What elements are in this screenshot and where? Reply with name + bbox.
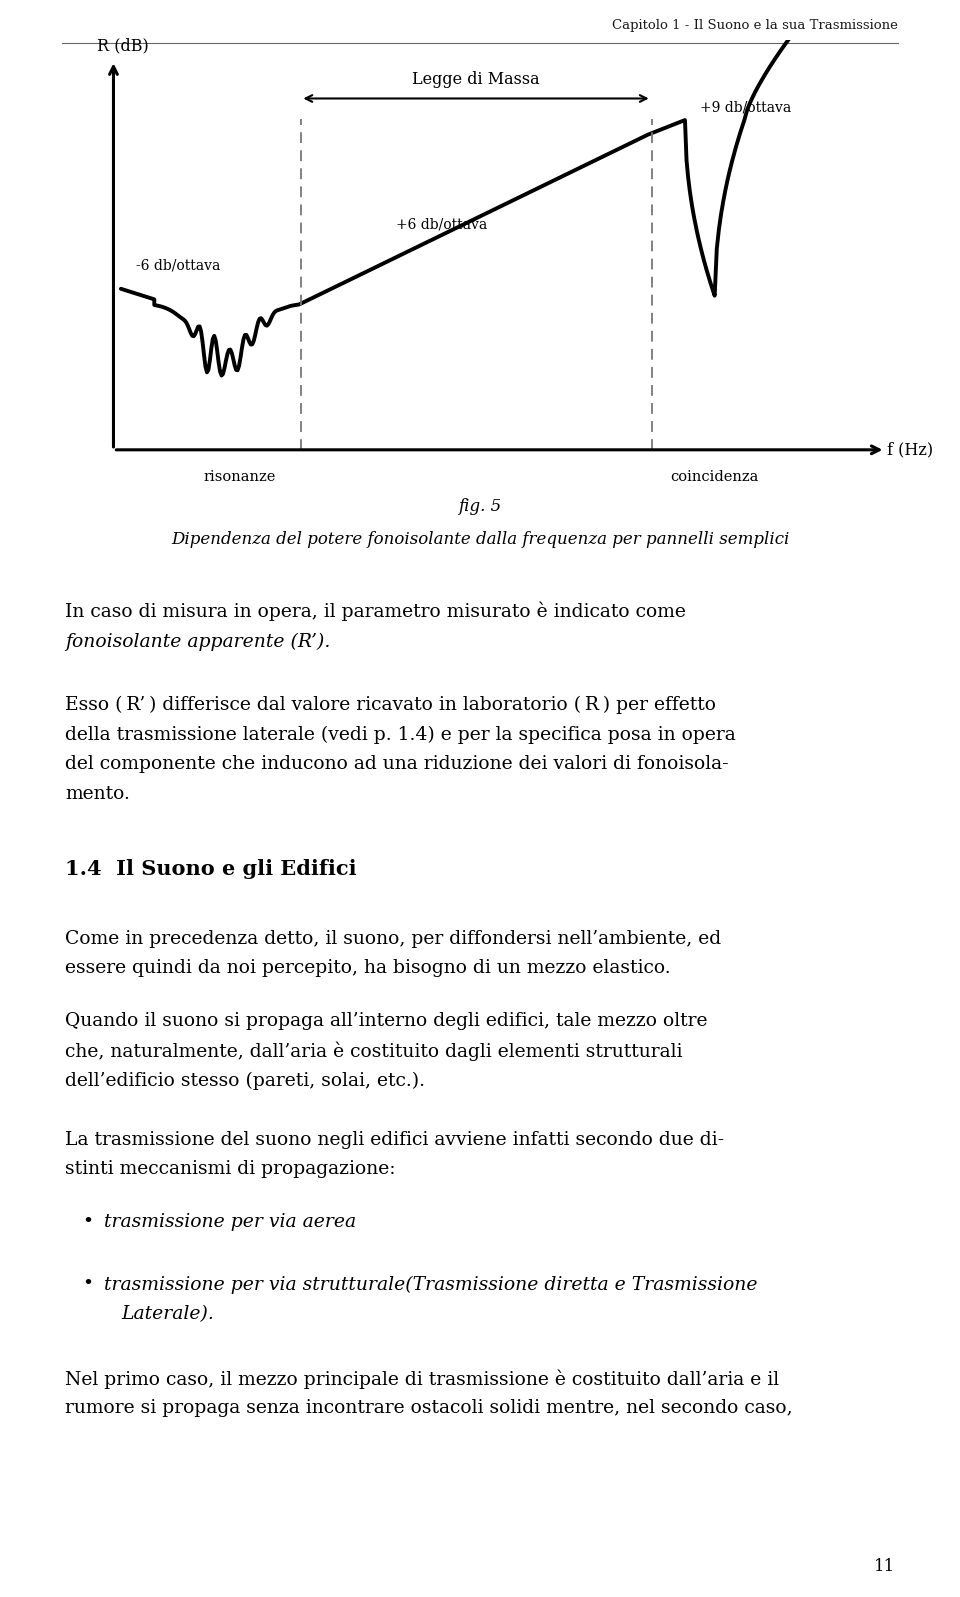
Text: Come in precedenza detto, il suono, per diffondersi nell’ambiente, ed: Come in precedenza detto, il suono, per … (65, 929, 721, 947)
Text: che, naturalmente, dall’aria è costituito dagli elementi strutturali: che, naturalmente, dall’aria è costituit… (65, 1041, 683, 1062)
Text: risonanze: risonanze (204, 471, 276, 484)
Text: +6 db/ottava: +6 db/ottava (396, 217, 487, 232)
Text: Laterale).: Laterale). (121, 1305, 214, 1322)
Text: della trasmissione laterale (vedi p. 1.4) e per la specifica posa in opera: della trasmissione laterale (vedi p. 1.4… (65, 725, 736, 744)
Text: •: • (83, 1214, 94, 1231)
Text: trasmissione per via strutturale(Trasmissione diretta e Trasmissione: trasmissione per via strutturale(Trasmis… (104, 1276, 757, 1294)
Text: Esso ( R’ ) differisce dal valore ricavato in laboratorio ( R ) per effetto: Esso ( R’ ) differisce dal valore ricava… (65, 696, 716, 714)
Text: trasmissione per via aerea: trasmissione per via aerea (104, 1214, 356, 1231)
Text: La trasmissione del suono negli edifici avviene infatti secondo due di-: La trasmissione del suono negli edifici … (65, 1131, 725, 1148)
Text: stinti meccanismi di propagazione:: stinti meccanismi di propagazione: (65, 1159, 396, 1179)
Text: rumore si propaga senza incontrare ostacoli solidi mentre, nel secondo caso,: rumore si propaga senza incontrare ostac… (65, 1399, 793, 1418)
Text: Legge di Massa: Legge di Massa (412, 72, 540, 88)
Text: fonoisolante apparente (R’).: fonoisolante apparente (R’). (65, 632, 330, 652)
Text: 1.4  Il Suono e gli Edifici: 1.4 Il Suono e gli Edifici (65, 859, 357, 878)
Text: -6 db/ottava: -6 db/ottava (135, 259, 220, 273)
Text: Dipendenza del potere fonoisolante dalla frequenza per pannelli semplici: Dipendenza del potere fonoisolante dalla… (171, 530, 789, 548)
Text: +9 db/ottava: +9 db/ottava (700, 101, 791, 115)
Text: •: • (83, 1276, 94, 1294)
Text: essere quindi da noi percepito, ha bisogno di un mezzo elastico.: essere quindi da noi percepito, ha bisog… (65, 960, 671, 977)
Text: In caso di misura in opera, il parametro misurato è indicato come: In caso di misura in opera, il parametro… (65, 602, 692, 621)
Text: f (Hz): f (Hz) (887, 441, 933, 458)
Text: 11: 11 (874, 1557, 895, 1575)
Text: R (dB): R (dB) (97, 38, 149, 54)
Text: fig. 5: fig. 5 (458, 498, 502, 516)
Text: mento.: mento. (65, 784, 131, 803)
Text: Nel primo caso, il mezzo principale di trasmissione è costituito dall’aria e il: Nel primo caso, il mezzo principale di t… (65, 1370, 780, 1389)
Text: del componente che inducono ad una riduzione dei valori di fonoisola-: del componente che inducono ad una riduz… (65, 755, 729, 773)
Text: Quando il suono si propaga all’interno degli edifici, tale mezzo oltre: Quando il suono si propaga all’interno d… (65, 1012, 708, 1030)
Text: coincidenza: coincidenza (670, 471, 758, 484)
Text: dell’edificio stesso (pareti, solai, etc.).: dell’edificio stesso (pareti, solai, etc… (65, 1072, 425, 1089)
Text: Capitolo 1 - Il Suono e la sua Trasmissione: Capitolo 1 - Il Suono e la sua Trasmissi… (612, 19, 898, 32)
